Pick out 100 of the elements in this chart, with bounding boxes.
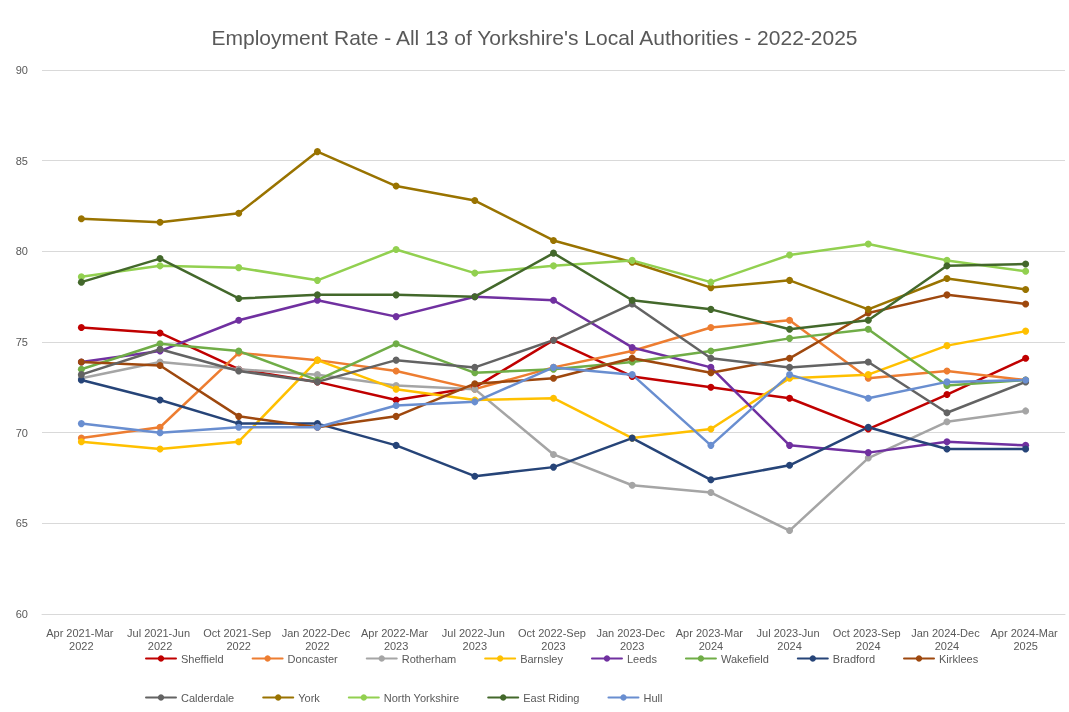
point (864, 449, 872, 457)
point (864, 316, 872, 324)
point (786, 354, 794, 362)
y-tick-label: 70 (15, 426, 28, 439)
point (77, 420, 85, 428)
point (628, 354, 636, 362)
point (392, 441, 400, 449)
point (550, 394, 557, 402)
point (235, 209, 243, 217)
x-tick-label: Jul 2023-Jun 2024 (756, 626, 823, 652)
point (392, 401, 400, 409)
x-tick-label: Oct 2022-Sep 2023 (518, 626, 589, 652)
point (707, 347, 715, 355)
point (313, 296, 321, 304)
legend-label: Sheffield (181, 652, 224, 665)
point (864, 325, 872, 333)
point (786, 334, 794, 342)
point (392, 340, 400, 348)
y-tick-label: 65 (15, 517, 28, 530)
point (786, 394, 794, 402)
y-tick-label: 75 (15, 336, 28, 348)
point (864, 305, 872, 313)
x-tick-label: Jan 2023-Dec 2023 (596, 626, 668, 652)
x-tick-label: Jan 2022-Dec 2022 (281, 626, 354, 652)
point (156, 218, 164, 226)
point (235, 438, 243, 446)
point (707, 354, 715, 362)
point (943, 391, 951, 399)
point (235, 294, 243, 302)
legend-label: Doncaster (287, 652, 339, 665)
point (943, 262, 951, 270)
legend-label: York (298, 691, 321, 704)
y-tick-label: 90 (15, 64, 28, 76)
legend-label: Rotherham (401, 652, 457, 665)
legend-label: Kirklees (939, 652, 979, 665)
chart-title: Employment Rate - All 13 of Yorkshire's Local Authorities - 2022-2025 (211, 26, 858, 49)
legend-label: Bradford (832, 652, 876, 665)
point (471, 269, 479, 277)
point (1022, 354, 1030, 362)
point (943, 275, 951, 283)
point (628, 343, 636, 351)
y-tick-label: 80 (15, 245, 28, 258)
point (392, 385, 400, 393)
point (864, 358, 872, 366)
point (235, 316, 243, 324)
x-tick-label: Apr 2024-Mar 2025 (990, 626, 1061, 652)
point (707, 476, 715, 484)
point (864, 240, 872, 248)
point (707, 383, 715, 391)
legend-label: North Yorkshire (383, 691, 460, 704)
point (707, 278, 715, 286)
point (313, 148, 321, 156)
point (550, 374, 557, 382)
point (707, 369, 715, 377)
point (707, 305, 715, 313)
point (550, 236, 557, 244)
point (550, 249, 557, 257)
point (471, 472, 479, 480)
point (550, 450, 557, 458)
point (707, 323, 715, 331)
point (786, 251, 794, 259)
point (707, 489, 715, 496)
x-tick-label: Apr 2021-Mar 2022 (46, 626, 117, 652)
point (156, 255, 164, 263)
point (1022, 445, 1030, 453)
point (943, 409, 951, 417)
x-tick-label: Jul 2021-Jun 2022 (127, 626, 194, 652)
point (786, 325, 794, 333)
legend-label: Barnsley (520, 652, 564, 665)
point (313, 371, 321, 379)
point (77, 215, 85, 223)
point (786, 527, 794, 535)
point (1022, 327, 1030, 335)
point (550, 296, 557, 304)
legend-label: Wakefield (720, 652, 769, 665)
point (628, 481, 636, 489)
point (786, 316, 794, 324)
x-tick-label: Apr 2022-Mar 2023 (360, 626, 432, 652)
point (1022, 260, 1030, 268)
point (77, 273, 85, 281)
point (313, 291, 321, 299)
point (77, 438, 85, 446)
x-tick-label: Apr 2023-Mar 2024 (675, 626, 747, 652)
x-tick-label: Oct 2021-Sep 2022 (203, 626, 275, 652)
point (943, 418, 951, 426)
point (786, 276, 794, 284)
x-tick-label: Jul 2022-Jun 2023 (441, 626, 508, 652)
point (943, 291, 951, 299)
point (156, 362, 164, 370)
point (786, 363, 794, 371)
point (864, 394, 872, 402)
point (77, 278, 85, 286)
point (786, 441, 794, 449)
point (628, 296, 636, 304)
point (550, 463, 557, 471)
point (1022, 407, 1030, 415)
point (786, 461, 794, 469)
legend-label: Leeds (626, 652, 658, 665)
point (235, 412, 243, 420)
point (313, 276, 321, 284)
